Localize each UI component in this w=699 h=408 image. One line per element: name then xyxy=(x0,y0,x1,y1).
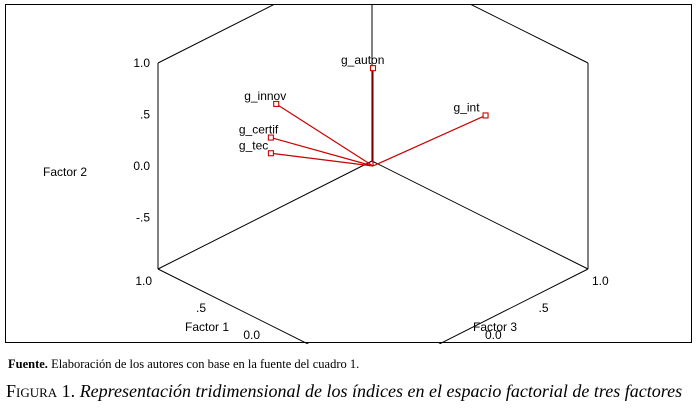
marker-g_auton xyxy=(369,65,377,72)
vector-g_innov xyxy=(275,103,374,167)
label-g_auton: g_auton xyxy=(341,53,384,67)
vector-g_certif xyxy=(270,136,374,167)
axis-title-factor3: Factor 3 xyxy=(473,320,517,334)
source-note-text: Elaboración de los autores con base en l… xyxy=(47,357,360,371)
tick-factor2: .5 xyxy=(140,108,150,122)
label-g_innov: g_innov xyxy=(244,89,286,103)
figure-caption: Figura 1. Representación tridimensional … xyxy=(6,381,682,402)
caption-text: Representación tridimensional de los índ… xyxy=(75,381,683,401)
tick-factor3: .5 xyxy=(539,301,549,315)
frame-edge-2 xyxy=(157,268,310,344)
tick-factor1: .5 xyxy=(196,301,206,315)
caption-prefix: Figura 1. xyxy=(6,381,76,401)
frame-edge-3 xyxy=(438,268,589,344)
marker-g_certif xyxy=(267,134,274,141)
marker-g_tec xyxy=(267,150,274,157)
frame-edge-6 xyxy=(470,5,589,64)
label-g_int: g_int xyxy=(454,100,481,114)
loading-vectors xyxy=(270,68,486,167)
frame-lines xyxy=(157,5,589,344)
axis-title-factor2: Factor 2 xyxy=(43,165,87,179)
frame-edge-5 xyxy=(157,5,275,64)
source-note: Fuente. Elaboración de los autores con b… xyxy=(8,357,359,372)
label-g_tec: g_tec xyxy=(239,138,268,152)
tick-factor3: 0.0 xyxy=(485,328,502,342)
frame-edge-0 xyxy=(371,160,589,270)
tick-factor3: 1.0 xyxy=(592,274,609,288)
tick-factor2: -.5 xyxy=(136,211,150,225)
vector-g_tec xyxy=(270,152,374,167)
tick-factor1: 0.0 xyxy=(243,328,260,342)
marker-g_innov xyxy=(273,100,280,107)
vector-g_int xyxy=(372,114,486,167)
loading-markers xyxy=(267,65,489,157)
figure-frame: g_auton g_innov g_certif g_tec g_int 1.0 .5 0.… xyxy=(5,4,692,344)
tick-factor1: 1.0 xyxy=(135,274,152,288)
frame-edge-1 xyxy=(157,160,373,270)
tick-factor2: 1.0 xyxy=(133,56,150,70)
marker-g_int xyxy=(482,112,489,119)
tick-factor2: 0.0 xyxy=(133,159,150,173)
source-note-label: Fuente. xyxy=(8,357,48,371)
axis-title-factor1: Factor 1 xyxy=(185,320,229,334)
tick-labels: 1.0.50.0-.51.0.50.0-.5-.50.0.51.0 xyxy=(133,56,609,342)
label-g_certif: g_certif xyxy=(239,123,279,137)
